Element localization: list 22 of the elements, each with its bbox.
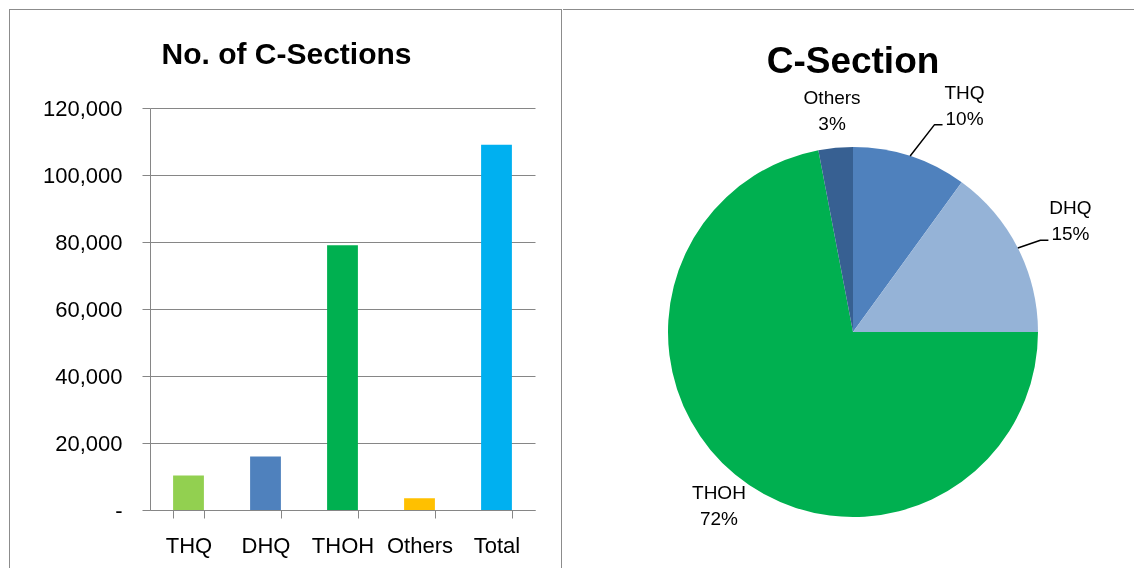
data-label: 72%	[699, 508, 739, 530]
data-label: 3%	[818, 112, 846, 134]
x-tick-label: THOH	[311, 532, 375, 558]
y-tick-label: 100,000	[42, 162, 123, 188]
slice-label: DHQ	[1049, 197, 1092, 219]
y-tick-label: -	[115, 497, 123, 523]
chart-title: No. of C-Sections	[161, 37, 412, 70]
chart-title: C-Section	[766, 39, 940, 81]
x-tick-label: Total	[473, 532, 521, 558]
x-tick-label: THQ	[165, 532, 213, 558]
x-tick-label: Others	[386, 532, 454, 558]
data-label: 10%	[945, 107, 984, 129]
slice-label: Others	[803, 86, 861, 108]
slice-label: THQ	[944, 81, 985, 103]
data-label: 15%	[1051, 223, 1090, 245]
y-tick-label: 60,000	[55, 296, 123, 322]
slice-label: THOH	[692, 482, 746, 504]
y-tick-label: 40,000	[55, 363, 123, 389]
y-tick-label: 20,000	[55, 430, 123, 456]
y-tick-label: 120,000	[42, 95, 123, 121]
y-tick-label: 80,000	[55, 229, 123, 255]
x-tick-label: DHQ	[241, 532, 291, 558]
